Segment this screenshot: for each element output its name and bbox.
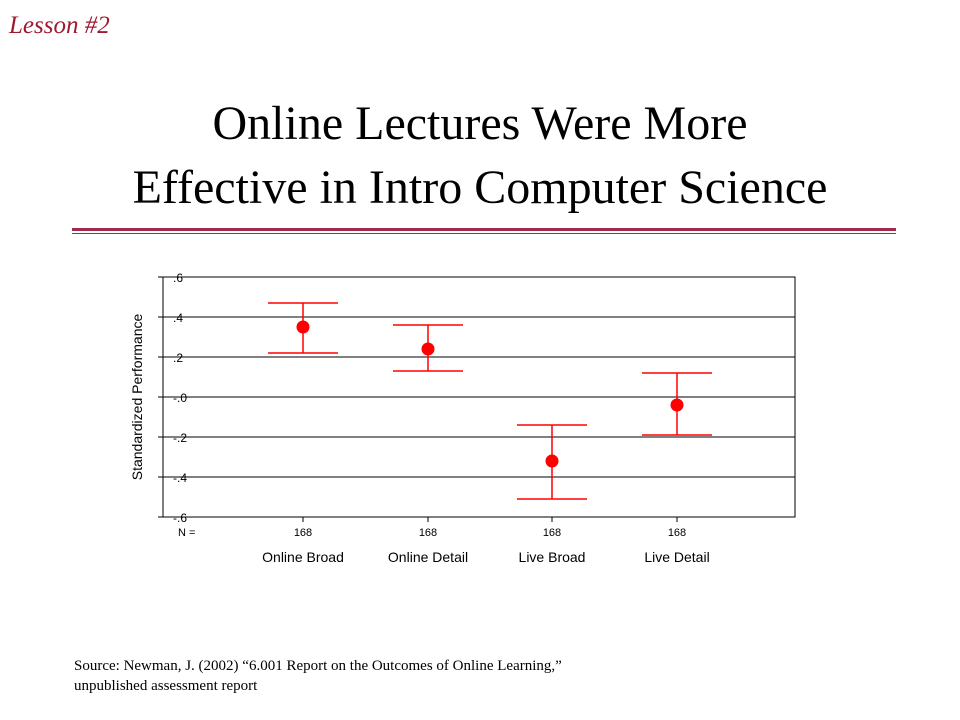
y-tick-label: .6: [173, 271, 183, 285]
n-value-label: 168: [294, 527, 312, 539]
title-underline-thick: [72, 228, 896, 231]
performance-chart-svg: .6 .4 .2 -.0 -.2 -.4 -.6 Standardized Performan…: [129, 271, 796, 565]
y-tick-label: -.2: [173, 431, 187, 445]
y-axis-label: Standardized Performance: [129, 314, 145, 481]
mean-marker: [670, 398, 684, 412]
n-value-label: 168: [668, 527, 686, 539]
n-value-label: 168: [543, 527, 561, 539]
y-tick-label: .4: [173, 311, 183, 325]
category-label: Live Detail: [644, 549, 709, 565]
n-value-label: 168: [419, 527, 437, 539]
category-label: Online Broad: [262, 549, 344, 565]
source-line-2: unpublished assessment report: [74, 678, 258, 694]
n-label: N =: [178, 527, 195, 539]
y-tick-label: .2: [173, 351, 183, 365]
source-citation: Source: Newman, J. (2002) “6.001 Report …: [74, 656, 834, 696]
lesson-label: Lesson #2: [9, 12, 110, 39]
mean-marker: [545, 454, 559, 468]
category-label: Live Broad: [519, 549, 586, 565]
performance-chart: .6 .4 .2 -.0 -.2 -.4 -.6 Standardized Performan…: [118, 262, 798, 582]
y-tick-label: -.0: [173, 391, 187, 405]
category-label: Online Detail: [388, 549, 468, 565]
source-line-1: Source: Newman, J. (2002) “6.001 Report …: [74, 658, 562, 674]
slide-title: Online Lectures Were More Effective in I…: [0, 92, 960, 220]
slide-title-line-1: Online Lectures Were More: [212, 97, 748, 150]
mean-marker: [296, 320, 310, 334]
y-tick-label: -.6: [173, 511, 187, 525]
y-tick-label: -.4: [173, 471, 187, 485]
mean-marker: [421, 342, 435, 356]
title-underline-thin: [72, 233, 896, 234]
slide-title-line-2: Effective in Intro Computer Science: [132, 161, 828, 214]
